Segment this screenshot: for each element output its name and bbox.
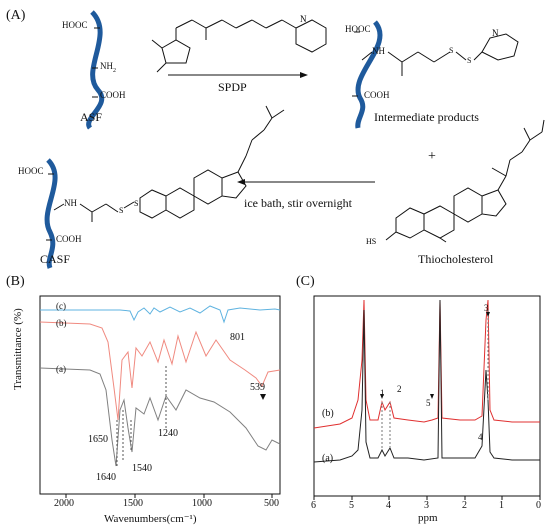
- ftir-annotation-801: 801: [230, 332, 245, 343]
- ftir-annotation-1240: 1240: [158, 428, 178, 439]
- nmr-xtick-4: 4: [386, 500, 391, 511]
- nmr-xtick-3: 3: [424, 500, 429, 511]
- panel-b-letter: (B): [6, 274, 25, 289]
- ftir-annotation-1540: 1540: [132, 463, 152, 474]
- nmr-peak-5: 5: [426, 398, 431, 408]
- nmr-xlabel: ppm: [418, 512, 438, 524]
- intermediate-label: Intermediate products: [374, 110, 479, 124]
- nmr-curve-a: [313, 299, 540, 463]
- casf-label: CASF: [40, 252, 71, 266]
- spdp-nitrogen: N: [300, 14, 307, 24]
- nmr-xtick-5: 5: [349, 500, 354, 511]
- intermediate-sulfur-1: S: [449, 46, 454, 55]
- casf-sulfur-2: S: [134, 199, 138, 208]
- nmr-peak-2: 2: [397, 384, 402, 394]
- casf-nh: NH: [64, 198, 77, 208]
- arrow-539: [260, 394, 266, 400]
- intermediate-cooh: COOH: [364, 90, 390, 100]
- ftir-ylabel: Transmittance (%): [12, 308, 24, 390]
- asf-nh2: NH2: [100, 61, 116, 74]
- plus-sign: +: [428, 149, 436, 164]
- nmr-xtick-2: 2: [462, 500, 467, 511]
- intermediate-hooc: HOOC: [345, 24, 371, 34]
- casf-linker: [46, 105, 285, 241]
- nmr-peak-4: 4: [478, 432, 483, 442]
- asf-label: ASF: [80, 110, 103, 124]
- intermediate-nh: NH: [372, 46, 385, 56]
- panel-a-scheme: N N + HS: [44, 10, 545, 269]
- ftir-label-c: (c): [56, 301, 66, 311]
- panel-a-letter: (A): [6, 8, 26, 23]
- nmr-xtick-1: 1: [499, 500, 504, 511]
- intermediate-sulfur-2: S: [467, 56, 472, 65]
- ftir-annotation-539: 539: [250, 382, 265, 393]
- nmr-xtick-0: 0: [536, 500, 541, 511]
- ftir-xlabel: Wavenumbers(cm⁻¹): [104, 513, 197, 525]
- casf-hooc: HOOC: [18, 166, 44, 176]
- casf-sulfur-1: S: [119, 206, 123, 215]
- spdp-label: SPDP: [218, 80, 247, 94]
- ftir-curve-c: [40, 305, 281, 324]
- ftir-label-b: (b): [56, 318, 67, 328]
- panel-c-nmr-plot: [313, 295, 541, 500]
- nmr-peak-1: 1: [380, 388, 385, 398]
- asf-hooc: HOOC: [62, 20, 88, 30]
- ftir-xtick-1500: 1500: [123, 498, 143, 509]
- ftir-curve-a: [39, 367, 281, 467]
- ftir-xtick-2000: 2000: [54, 498, 74, 509]
- thiochol-hs: HS: [366, 237, 376, 246]
- nmr-curve-b: [313, 299, 540, 429]
- ftir-curve-b: [39, 321, 281, 421]
- panel-b-ftir-plot: [39, 295, 281, 498]
- asf-chain: [86, 10, 105, 130]
- ftir-annotation-1650: 1650: [88, 434, 108, 445]
- thiocholesterol-label: Thiocholesterol: [418, 252, 494, 266]
- nmr-label-a: (a): [322, 453, 334, 464]
- intermediate-nitrogen: N: [492, 28, 499, 38]
- intermediate-chain: [355, 20, 383, 129]
- ftir-label-a: (a): [56, 364, 66, 374]
- casf-chain: [44, 158, 58, 269]
- casf-cooh: COOH: [56, 234, 82, 244]
- ftir-frame: [39, 295, 281, 495]
- ftir-xtick-500: 500: [264, 498, 279, 509]
- spdp-structure: [151, 19, 327, 73]
- nmr-frame: [313, 295, 541, 497]
- nmr-label-b: (b): [322, 408, 334, 419]
- panel-c-letter: (C): [296, 274, 315, 289]
- nmr-xtick-6: 6: [311, 500, 316, 511]
- condition-label: ice bath, stir overnight: [244, 196, 352, 210]
- ftir-xtick-1000: 1000: [192, 498, 212, 509]
- asf-cooh: COOH: [100, 90, 126, 100]
- intermediate-linker: [352, 31, 519, 97]
- thiocholesterol-structure: [385, 119, 545, 243]
- ftir-annotation-1640: 1640: [96, 472, 116, 483]
- nmr-peak-3: 3: [484, 303, 489, 313]
